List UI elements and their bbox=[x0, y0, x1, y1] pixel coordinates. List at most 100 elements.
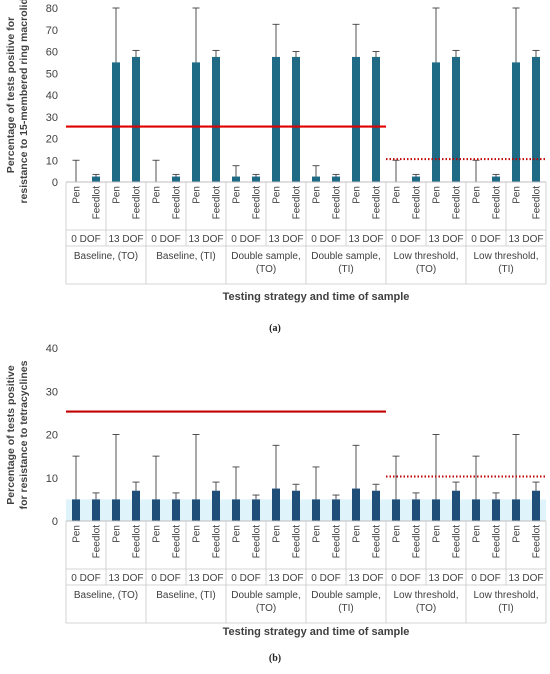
bar bbox=[272, 488, 280, 521]
category-label: Feedlot bbox=[212, 186, 223, 220]
panel-b-caption: (b) bbox=[268, 653, 282, 664]
category-label: Feedlot bbox=[172, 186, 183, 220]
y-tick-label: 40 bbox=[46, 90, 58, 102]
dof-label: 13 DOF bbox=[108, 234, 143, 245]
category-label: Feedlot bbox=[212, 525, 223, 559]
group-label: (TI) bbox=[498, 603, 514, 614]
chart-a-svg: 0 10 20 30 40 50 60 70 80 Percentage of tests pos… bbox=[5, 0, 547, 303]
bar bbox=[292, 490, 300, 521]
category-label: Pen bbox=[392, 186, 403, 204]
bar bbox=[212, 56, 220, 182]
bar bbox=[492, 499, 500, 521]
bar bbox=[432, 499, 440, 521]
category-label: Pen bbox=[512, 186, 523, 204]
group-label: Low threshold, bbox=[393, 251, 458, 262]
category-label: Pen bbox=[232, 525, 243, 543]
dof-label: 13 DOF bbox=[428, 573, 463, 584]
bar bbox=[72, 499, 80, 521]
shaded-band bbox=[66, 499, 546, 521]
bar bbox=[232, 176, 240, 182]
dof-label: 13 DOF bbox=[108, 573, 143, 584]
bar bbox=[212, 490, 220, 521]
category-label: Feedlot bbox=[332, 186, 343, 220]
category-label: Feedlot bbox=[292, 186, 303, 220]
bar bbox=[172, 176, 180, 182]
category-label: Pen bbox=[192, 525, 203, 543]
chart-b-svg: 0 10 20 30 40 Percentage of tests positivefor… bbox=[5, 343, 547, 638]
dof-label: 0 DOF bbox=[391, 573, 420, 584]
y-tick-label: 20 bbox=[46, 134, 58, 146]
y-tick-label: 80 bbox=[46, 3, 58, 15]
chart-panel-b: 0 10 20 30 40 Percentage of tests positivefor… bbox=[0, 340, 550, 674]
chart-panel-a: 0 10 20 30 40 50 60 70 80 Percentage of tests pos… bbox=[5, 0, 547, 334]
y-tick-label: 60 bbox=[46, 47, 58, 59]
bar bbox=[352, 488, 360, 521]
category-label: Pen bbox=[352, 186, 363, 204]
bar bbox=[112, 62, 120, 182]
category-label: Pen bbox=[112, 525, 123, 543]
dof-label: 13 DOF bbox=[268, 573, 303, 584]
dof-label: 0 DOF bbox=[231, 234, 260, 245]
category-label: Pen bbox=[152, 186, 163, 204]
y-axis-label: Percentage of tests positivefor resistan… bbox=[5, 360, 30, 509]
bar bbox=[232, 499, 240, 521]
category-label: Feedlot bbox=[452, 525, 463, 559]
y-tick-label: 50 bbox=[46, 68, 58, 80]
bar bbox=[472, 499, 480, 521]
bar bbox=[452, 56, 460, 182]
y-axis-label: Percentage of tests positive forresistan… bbox=[5, 0, 30, 204]
dof-label: 0 DOF bbox=[231, 573, 260, 584]
category-label: Pen bbox=[432, 186, 443, 204]
dof-label: 0 DOF bbox=[471, 234, 500, 245]
bar bbox=[512, 62, 520, 182]
dof-label: 0 DOF bbox=[71, 573, 100, 584]
category-label: Pen bbox=[272, 525, 283, 543]
category-label: Pen bbox=[472, 186, 483, 204]
y-tick-label: 70 bbox=[46, 25, 58, 37]
category-label: Feedlot bbox=[412, 525, 423, 559]
category-label: Feedlot bbox=[412, 186, 423, 220]
bar bbox=[412, 499, 420, 521]
category-label: Feedlot bbox=[292, 525, 303, 559]
category-label: Pen bbox=[72, 525, 83, 543]
dof-label: 0 DOF bbox=[151, 234, 180, 245]
category-label: Feedlot bbox=[252, 525, 263, 559]
y-tick-label: 30 bbox=[46, 112, 58, 124]
bar bbox=[492, 176, 500, 182]
category-label: Feedlot bbox=[252, 186, 263, 220]
bar bbox=[312, 499, 320, 521]
group-label: (TO) bbox=[256, 603, 276, 614]
dof-label: 0 DOF bbox=[311, 573, 340, 584]
dof-label: 0 DOF bbox=[311, 234, 340, 245]
bar bbox=[192, 62, 200, 182]
category-label: Pen bbox=[112, 186, 123, 204]
bar bbox=[252, 176, 260, 182]
bar bbox=[132, 490, 140, 521]
bar bbox=[92, 499, 100, 521]
category-label: Pen bbox=[232, 186, 243, 204]
dof-label: 13 DOF bbox=[268, 234, 303, 245]
category-label: Pen bbox=[392, 525, 403, 543]
y-tick-label: 30 bbox=[46, 386, 58, 398]
category-label: Pen bbox=[432, 525, 443, 543]
group-label: Low threshold, bbox=[473, 590, 538, 601]
bar bbox=[92, 176, 100, 182]
bar bbox=[512, 499, 520, 521]
dof-label: 13 DOF bbox=[508, 573, 543, 584]
category-label: Feedlot bbox=[92, 525, 103, 559]
bar bbox=[192, 499, 200, 521]
group-label: Baseline, (TO) bbox=[74, 590, 138, 601]
group-label: Double sample, bbox=[231, 251, 300, 262]
bar bbox=[292, 56, 300, 182]
dof-label: 0 DOF bbox=[391, 234, 420, 245]
category-label: Feedlot bbox=[452, 186, 463, 220]
category-label: Feedlot bbox=[492, 525, 503, 559]
category-label: Feedlot bbox=[492, 186, 503, 220]
group-label: (TI) bbox=[498, 264, 514, 275]
bar bbox=[372, 56, 380, 182]
bar bbox=[532, 56, 540, 182]
x-axis-title: Testing strategy and time of sample bbox=[223, 626, 410, 638]
group-label: (TO) bbox=[256, 264, 276, 275]
category-label: Pen bbox=[312, 525, 323, 543]
bar bbox=[452, 490, 460, 521]
